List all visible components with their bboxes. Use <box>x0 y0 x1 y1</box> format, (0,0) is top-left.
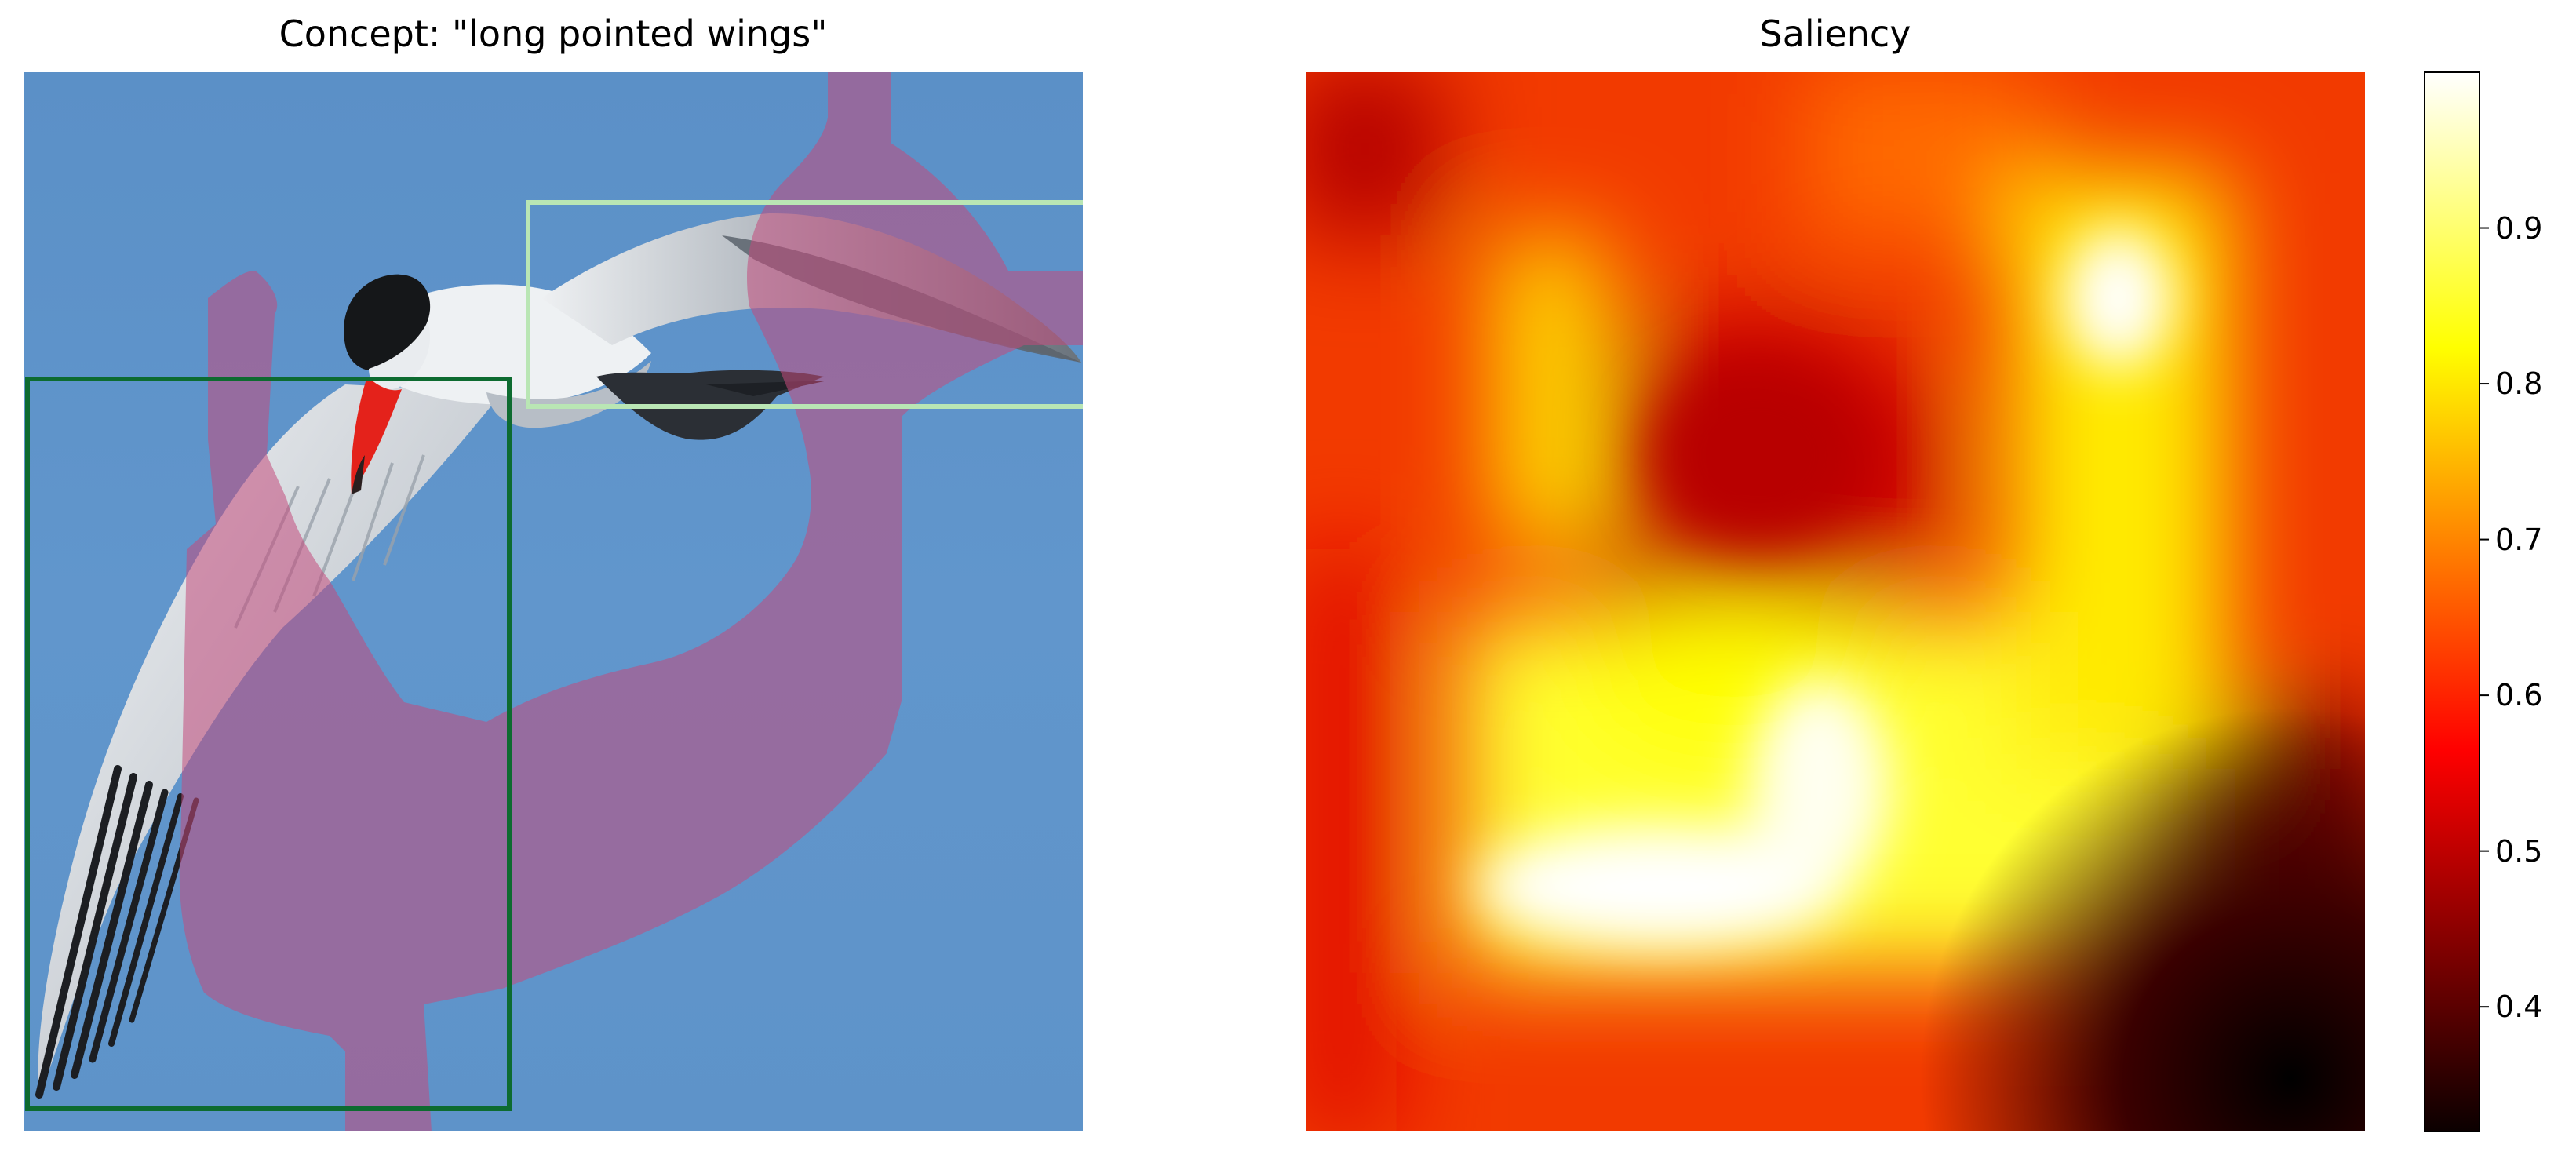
colorbar-tick-label: 0.7 <box>2495 522 2543 557</box>
colorbar-ticks <box>2479 227 2489 1008</box>
colorbar-tick-label: 0.6 <box>2495 678 2543 713</box>
bird-cheek <box>369 322 431 390</box>
colorbar-tick-label: 0.8 <box>2495 366 2543 402</box>
colorbar <box>2424 71 2480 1132</box>
bounding-box-light-green <box>526 200 1083 409</box>
bounding-box-dark-green <box>25 377 512 1111</box>
saliency-heatmap <box>1306 72 2365 1131</box>
right-panel-title: Saliency <box>1759 13 1911 55</box>
bird-belly-shadow <box>486 361 651 428</box>
colorbar-tick-label: 0.4 <box>2495 989 2543 1025</box>
colorbar-tick-label: 0.9 <box>2495 210 2543 246</box>
concept-mask-region <box>179 72 1083 1131</box>
left-panel-title: Concept: "long pointed wings" <box>279 13 828 55</box>
colorbar-tick-label: 0.5 <box>2495 833 2543 869</box>
bird-beak-tip <box>352 455 365 494</box>
